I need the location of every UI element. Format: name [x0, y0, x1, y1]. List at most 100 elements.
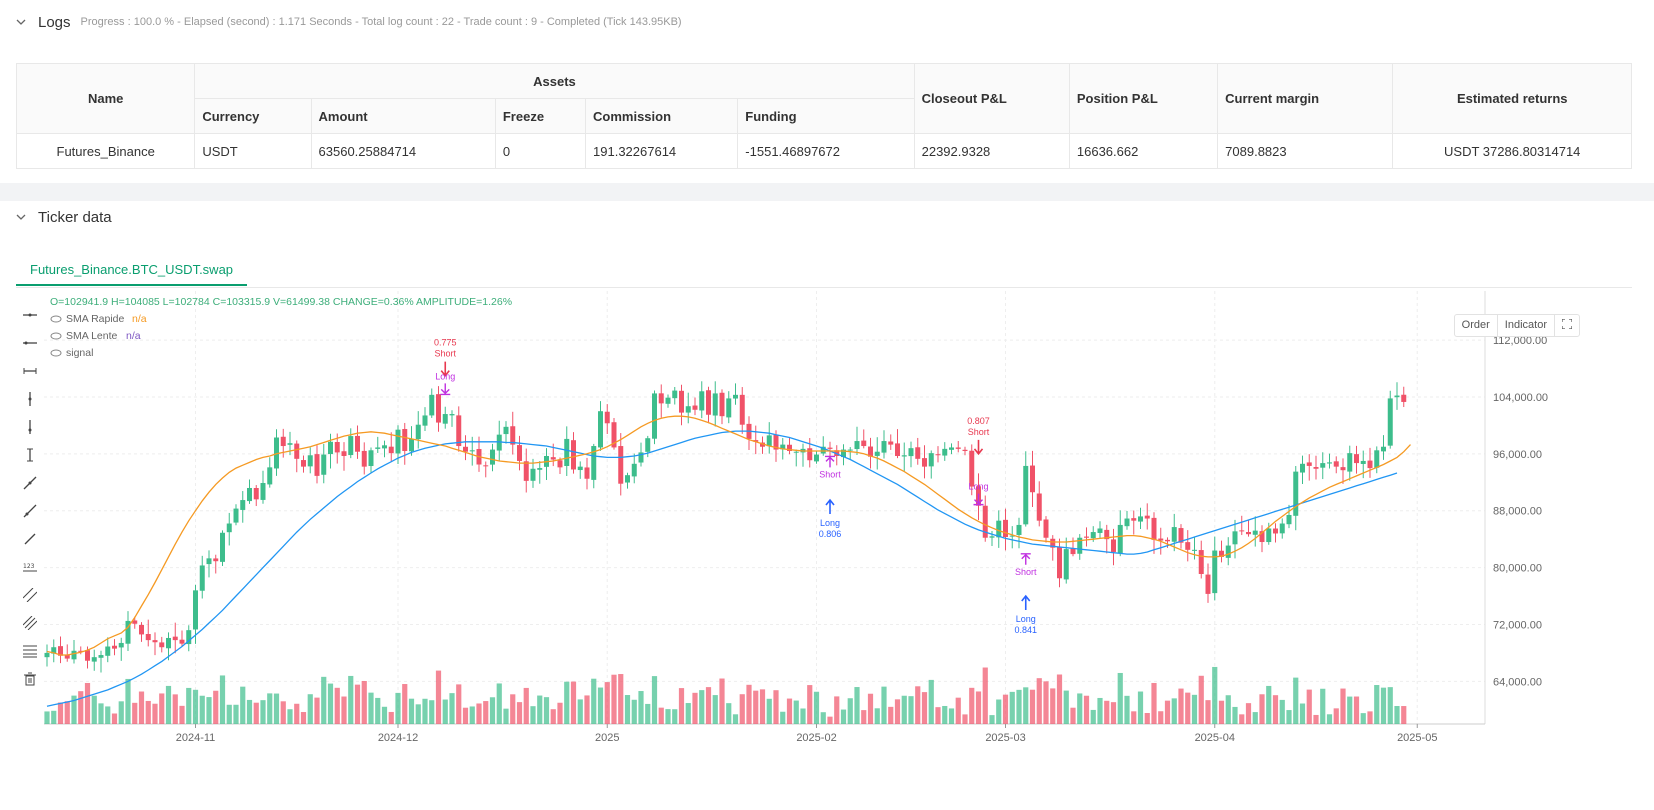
volume-bar [1198, 675, 1204, 724]
candle [1205, 574, 1211, 594]
volume-bar [1070, 707, 1076, 724]
trash-icon[interactable] [19, 665, 41, 693]
legend-item[interactable]: signal [50, 347, 93, 359]
exit-arrow-icon [1020, 553, 1031, 565]
volume-bar [564, 681, 570, 724]
candle [132, 620, 138, 624]
candle [733, 394, 738, 399]
col-currency: Currency [194, 98, 312, 134]
volume-bar [145, 700, 151, 724]
candle [577, 466, 583, 471]
volume-bar [1286, 710, 1292, 724]
cell-amount: 63560.25884714 [310, 133, 496, 169]
ray-line-icon[interactable] [19, 497, 41, 525]
volume-bar [672, 709, 678, 724]
candle [739, 394, 745, 425]
order-button[interactable]: Order [1455, 315, 1498, 336]
candle [139, 624, 144, 635]
volume-bar [840, 709, 847, 724]
logs-header[interactable]: Logs Progress : 100.0 % - Elapsed (secon… [16, 12, 682, 32]
assets-table: Name Assets Closeout P&L Position P&L Cu… [15, 63, 1632, 169]
volume-bar [712, 695, 718, 724]
candle [1252, 530, 1258, 535]
price-label-icon[interactable]: 123 [19, 553, 41, 581]
candle [449, 414, 455, 416]
volume-bar [658, 707, 664, 724]
signal-exit-label: Long [968, 482, 988, 492]
candle [456, 415, 462, 447]
volume-bar [699, 690, 705, 724]
volume-bar [942, 705, 948, 724]
y-tick-label: 112,000.00 [1493, 335, 1547, 347]
legend-item[interactable]: SMA Rapide n/a [50, 313, 147, 325]
volume-bar [1016, 689, 1022, 724]
volume-bar [489, 697, 496, 724]
volume-bar [51, 710, 57, 724]
horizontal-line-icon[interactable] [19, 301, 41, 329]
parallel-channel-icon[interactable] [19, 581, 41, 609]
eye-icon[interactable] [50, 349, 62, 357]
candle [1124, 518, 1130, 527]
volume-bar [327, 683, 334, 724]
vertical-ray-icon[interactable] [19, 413, 41, 441]
cell-name: Futures_Binance [15, 133, 196, 169]
vertical-line-icon[interactable] [19, 385, 41, 413]
cell-position: 16636.662 [1068, 133, 1219, 169]
eye-icon[interactable] [50, 332, 62, 340]
volume-bar [989, 715, 995, 724]
volume-bar [408, 698, 415, 724]
chevron-down-icon[interactable] [16, 17, 26, 27]
ticker-header[interactable]: Ticker data [16, 207, 122, 227]
indicator-button[interactable]: Indicator [1498, 315, 1555, 336]
legend-item[interactable]: SMA Lente n/a [50, 330, 141, 342]
long-arrow-icon [1021, 594, 1031, 611]
candle [91, 657, 97, 662]
volume-bar [321, 676, 327, 724]
volume-bar [888, 706, 894, 724]
signal-long-label: Long [1016, 614, 1036, 624]
volume-bar [543, 697, 550, 724]
candle [1097, 528, 1103, 533]
multi-channel-icon[interactable] [19, 609, 41, 637]
candle [726, 398, 732, 418]
horizontal-ray-icon[interactable] [19, 329, 41, 357]
volume-bar [1171, 698, 1177, 724]
vertical-segment-icon[interactable] [19, 441, 41, 469]
candle [1036, 493, 1042, 521]
candle [760, 442, 765, 447]
volume-bar [1387, 687, 1393, 724]
candlestick-chart[interactable]: 112,000.00 104,000.00 96,000.00 88,000.00 80… [0, 201, 1654, 810]
tab-btc-usdt-swap[interactable]: Futures_Binance.BTC_USDT.swap [16, 254, 248, 286]
candle [874, 451, 880, 456]
candle [361, 450, 367, 467]
table-row: Futures_Binance USDT 63560.25884714 0 19… [15, 133, 1632, 169]
candle [1387, 398, 1393, 446]
candle [1327, 462, 1332, 464]
volume-bar [246, 699, 253, 724]
fullscreen-icon[interactable] [1555, 315, 1579, 336]
volume-bar [233, 704, 239, 724]
candle [159, 642, 165, 648]
candle [1171, 527, 1177, 542]
fibonacci-icon[interactable] [19, 637, 41, 665]
candle [564, 438, 570, 466]
volume-bar [1185, 692, 1191, 724]
volume-bar [503, 708, 509, 724]
horizontal-segment-icon[interactable] [19, 357, 41, 385]
col-commission: Commission [585, 98, 739, 134]
candle [665, 397, 671, 404]
trend-line-icon[interactable] [19, 469, 41, 497]
candle [105, 646, 111, 656]
short-arrow-icon [440, 361, 450, 377]
volume-bar [1151, 682, 1157, 724]
segment-line-icon[interactable] [19, 525, 41, 553]
chevron-down-icon[interactable] [16, 212, 26, 222]
x-tick-label: 2025-03 [985, 732, 1025, 744]
candle [368, 450, 374, 467]
volume-bar [1036, 678, 1042, 724]
volume-bar [186, 687, 192, 724]
volume-bar [800, 708, 806, 724]
candle [1354, 454, 1359, 464]
eye-icon[interactable] [50, 315, 62, 323]
candle [1219, 550, 1224, 557]
